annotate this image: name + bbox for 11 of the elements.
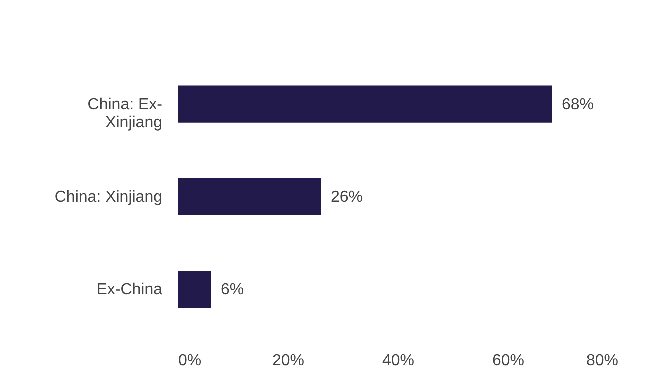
x-tick-label: 80% [586,352,618,370]
x-tick-label: 40% [382,352,415,370]
x-tick-label: 60% [492,352,525,370]
data-label: 26% [331,189,364,206]
y-tick-label: China: Ex-Xinjiang [88,96,162,132]
y-tick-label: Ex-China [96,282,163,299]
x-tick-label: 0% [178,352,202,370]
x-tick-label: 20% [272,352,305,370]
y-tick-label: China: Xinjiang [54,189,162,206]
data-label: 6% [221,282,244,299]
data-label: 68% [562,96,594,114]
